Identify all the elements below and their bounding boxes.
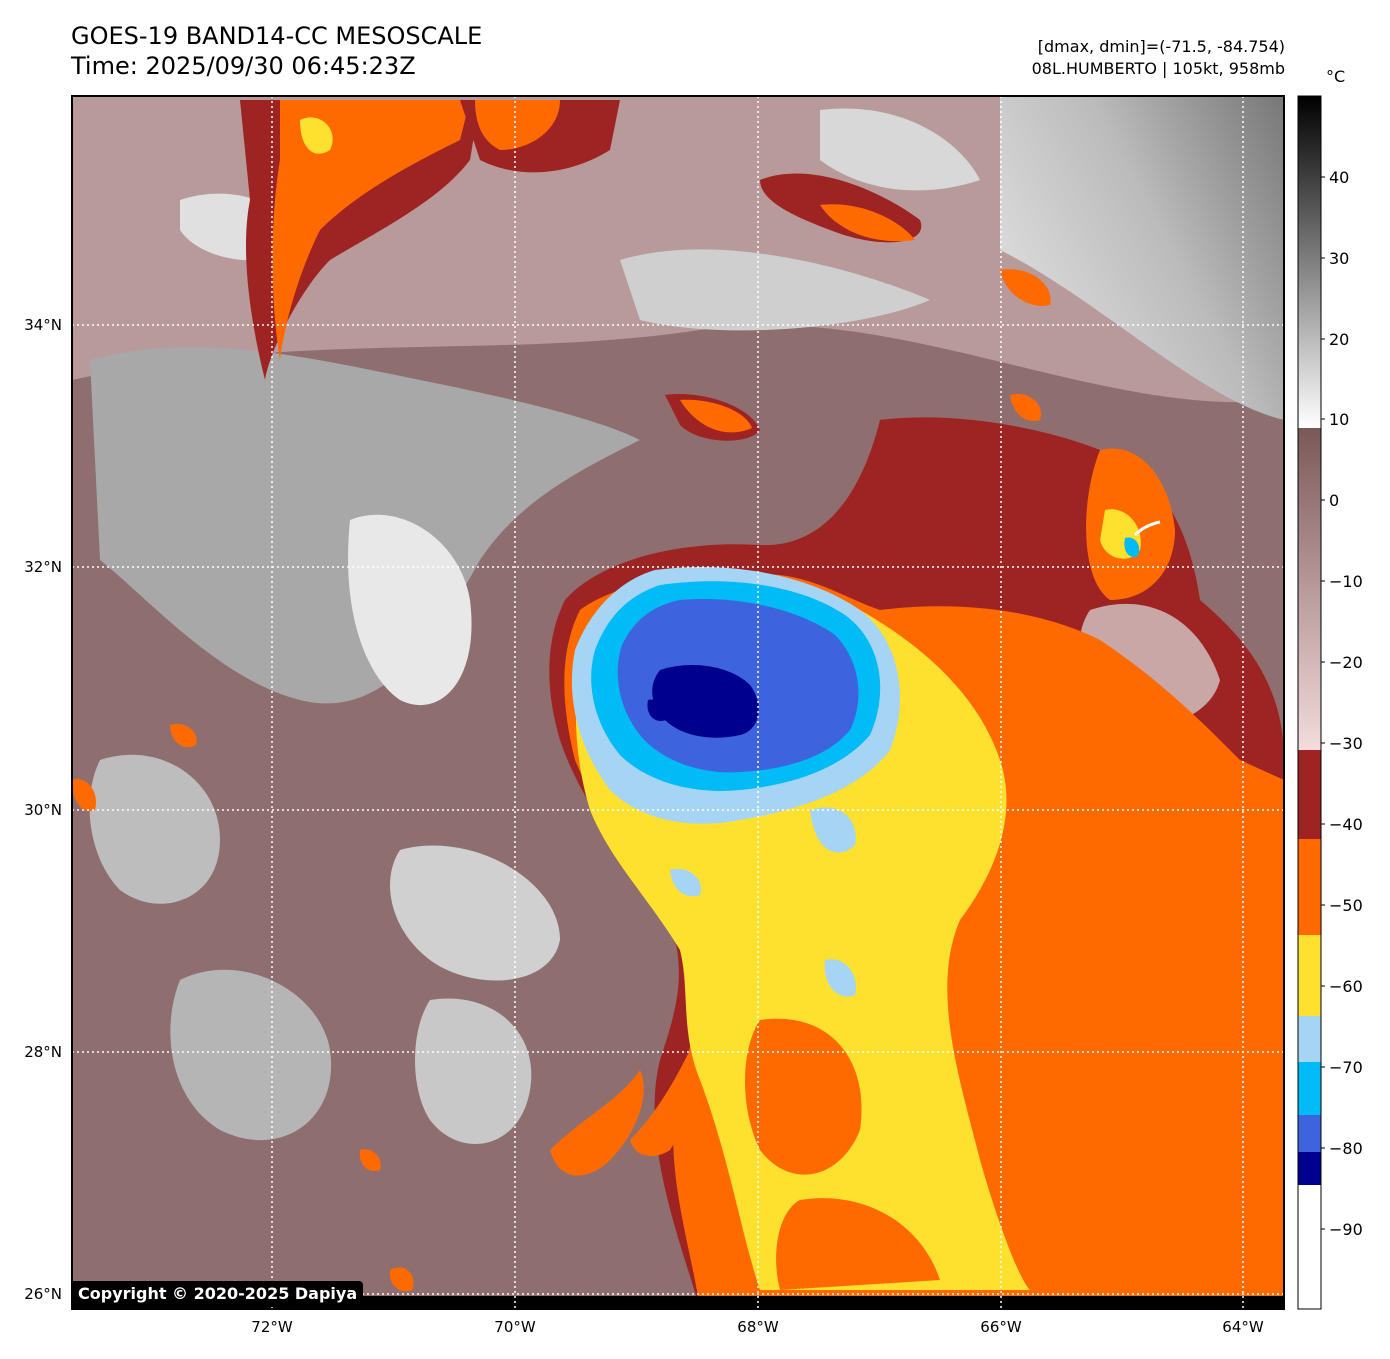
infrared-imagery: [72, 96, 1284, 1309]
lon-label: 64°W: [1222, 1318, 1264, 1336]
colorbar-tick: −90: [1329, 1220, 1363, 1239]
colorbar: 40 30 20 10 0 −10 −20 −30 −40 −50 −60 −7…: [1297, 95, 1363, 1310]
colorbar-tick: −80: [1329, 1139, 1363, 1158]
lon-label: 70°W: [494, 1318, 536, 1336]
lat-label: 28°N: [24, 1043, 62, 1061]
colorbar-tick: −70: [1329, 1058, 1363, 1077]
colorbar-tick: 10: [1329, 410, 1349, 429]
lat-label: 32°N: [24, 558, 62, 576]
lon-label: 72°W: [251, 1318, 293, 1336]
lat-label: 34°N: [24, 316, 62, 334]
product-title: GOES-19 BAND14-CC MESOSCALE: [71, 22, 483, 50]
colorbar-tick: −60: [1329, 977, 1363, 996]
lat-label: 30°N: [24, 801, 62, 819]
data-range: [dmax, dmin]=(-71.5, -84.754): [1037, 37, 1285, 56]
storm-info: 08L.HUMBERTO | 105kt, 958mb: [1031, 59, 1285, 78]
map-frame: [71, 95, 1285, 1310]
colorbar-tick: −20: [1329, 653, 1363, 672]
observation-time: Time: 2025/09/30 06:45:23Z: [71, 52, 416, 80]
colorbar-tick: −40: [1329, 815, 1363, 834]
colorbar-tick: 40: [1329, 168, 1349, 187]
colorbar-tick: −30: [1329, 734, 1363, 753]
colorbar-tick: −50: [1329, 896, 1363, 915]
colorbar-tick: 20: [1329, 330, 1349, 349]
colorbar-tick: 30: [1329, 249, 1349, 268]
lat-label: 26°N: [24, 1285, 62, 1303]
colorbar-unit: °C: [1326, 67, 1346, 86]
copyright-notice: Copyright © 2020-2025 Dapiya: [72, 1281, 364, 1307]
colorbar-tick: −10: [1329, 572, 1363, 591]
colorbar-tick: 0: [1329, 491, 1339, 510]
lon-label: 68°W: [737, 1318, 779, 1336]
lon-label: 66°W: [980, 1318, 1022, 1336]
